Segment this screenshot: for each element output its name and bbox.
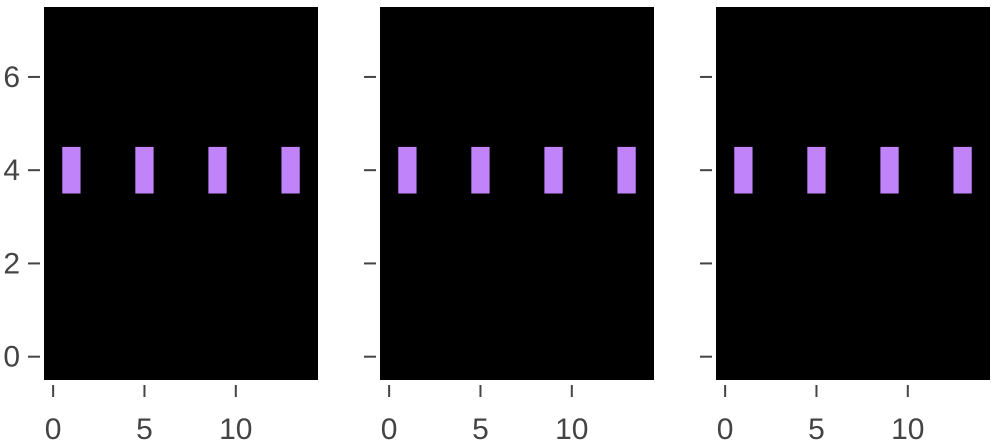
cell [135, 146, 154, 194]
cell [807, 146, 826, 194]
y-tick-label: 2 [3, 247, 20, 280]
x-tick-label: 0 [381, 413, 398, 443]
plot-area [380, 7, 654, 380]
cell [953, 146, 972, 194]
y-tick-label: 0 [3, 341, 20, 374]
cell [281, 146, 300, 194]
x-tick-label: 10 [555, 413, 588, 443]
x-tick-label: 5 [808, 413, 825, 443]
cell [617, 146, 636, 194]
plot-area [716, 7, 990, 380]
x-tick-label: 5 [136, 413, 153, 443]
cell [734, 146, 753, 194]
x-tick-label: 0 [717, 413, 734, 443]
cell [471, 146, 490, 194]
cell [398, 146, 417, 194]
x-tick-label: 5 [472, 413, 489, 443]
x-tick-label: 10 [891, 413, 924, 443]
x-tick-label: 0 [45, 413, 62, 443]
cell [880, 146, 899, 194]
y-tick-label: 4 [3, 154, 20, 187]
cell [544, 146, 563, 194]
cell [62, 146, 81, 194]
x-tick-label: 10 [219, 413, 252, 443]
cell [208, 146, 227, 194]
plot-area [44, 7, 318, 380]
y-tick-label: 6 [3, 61, 20, 94]
